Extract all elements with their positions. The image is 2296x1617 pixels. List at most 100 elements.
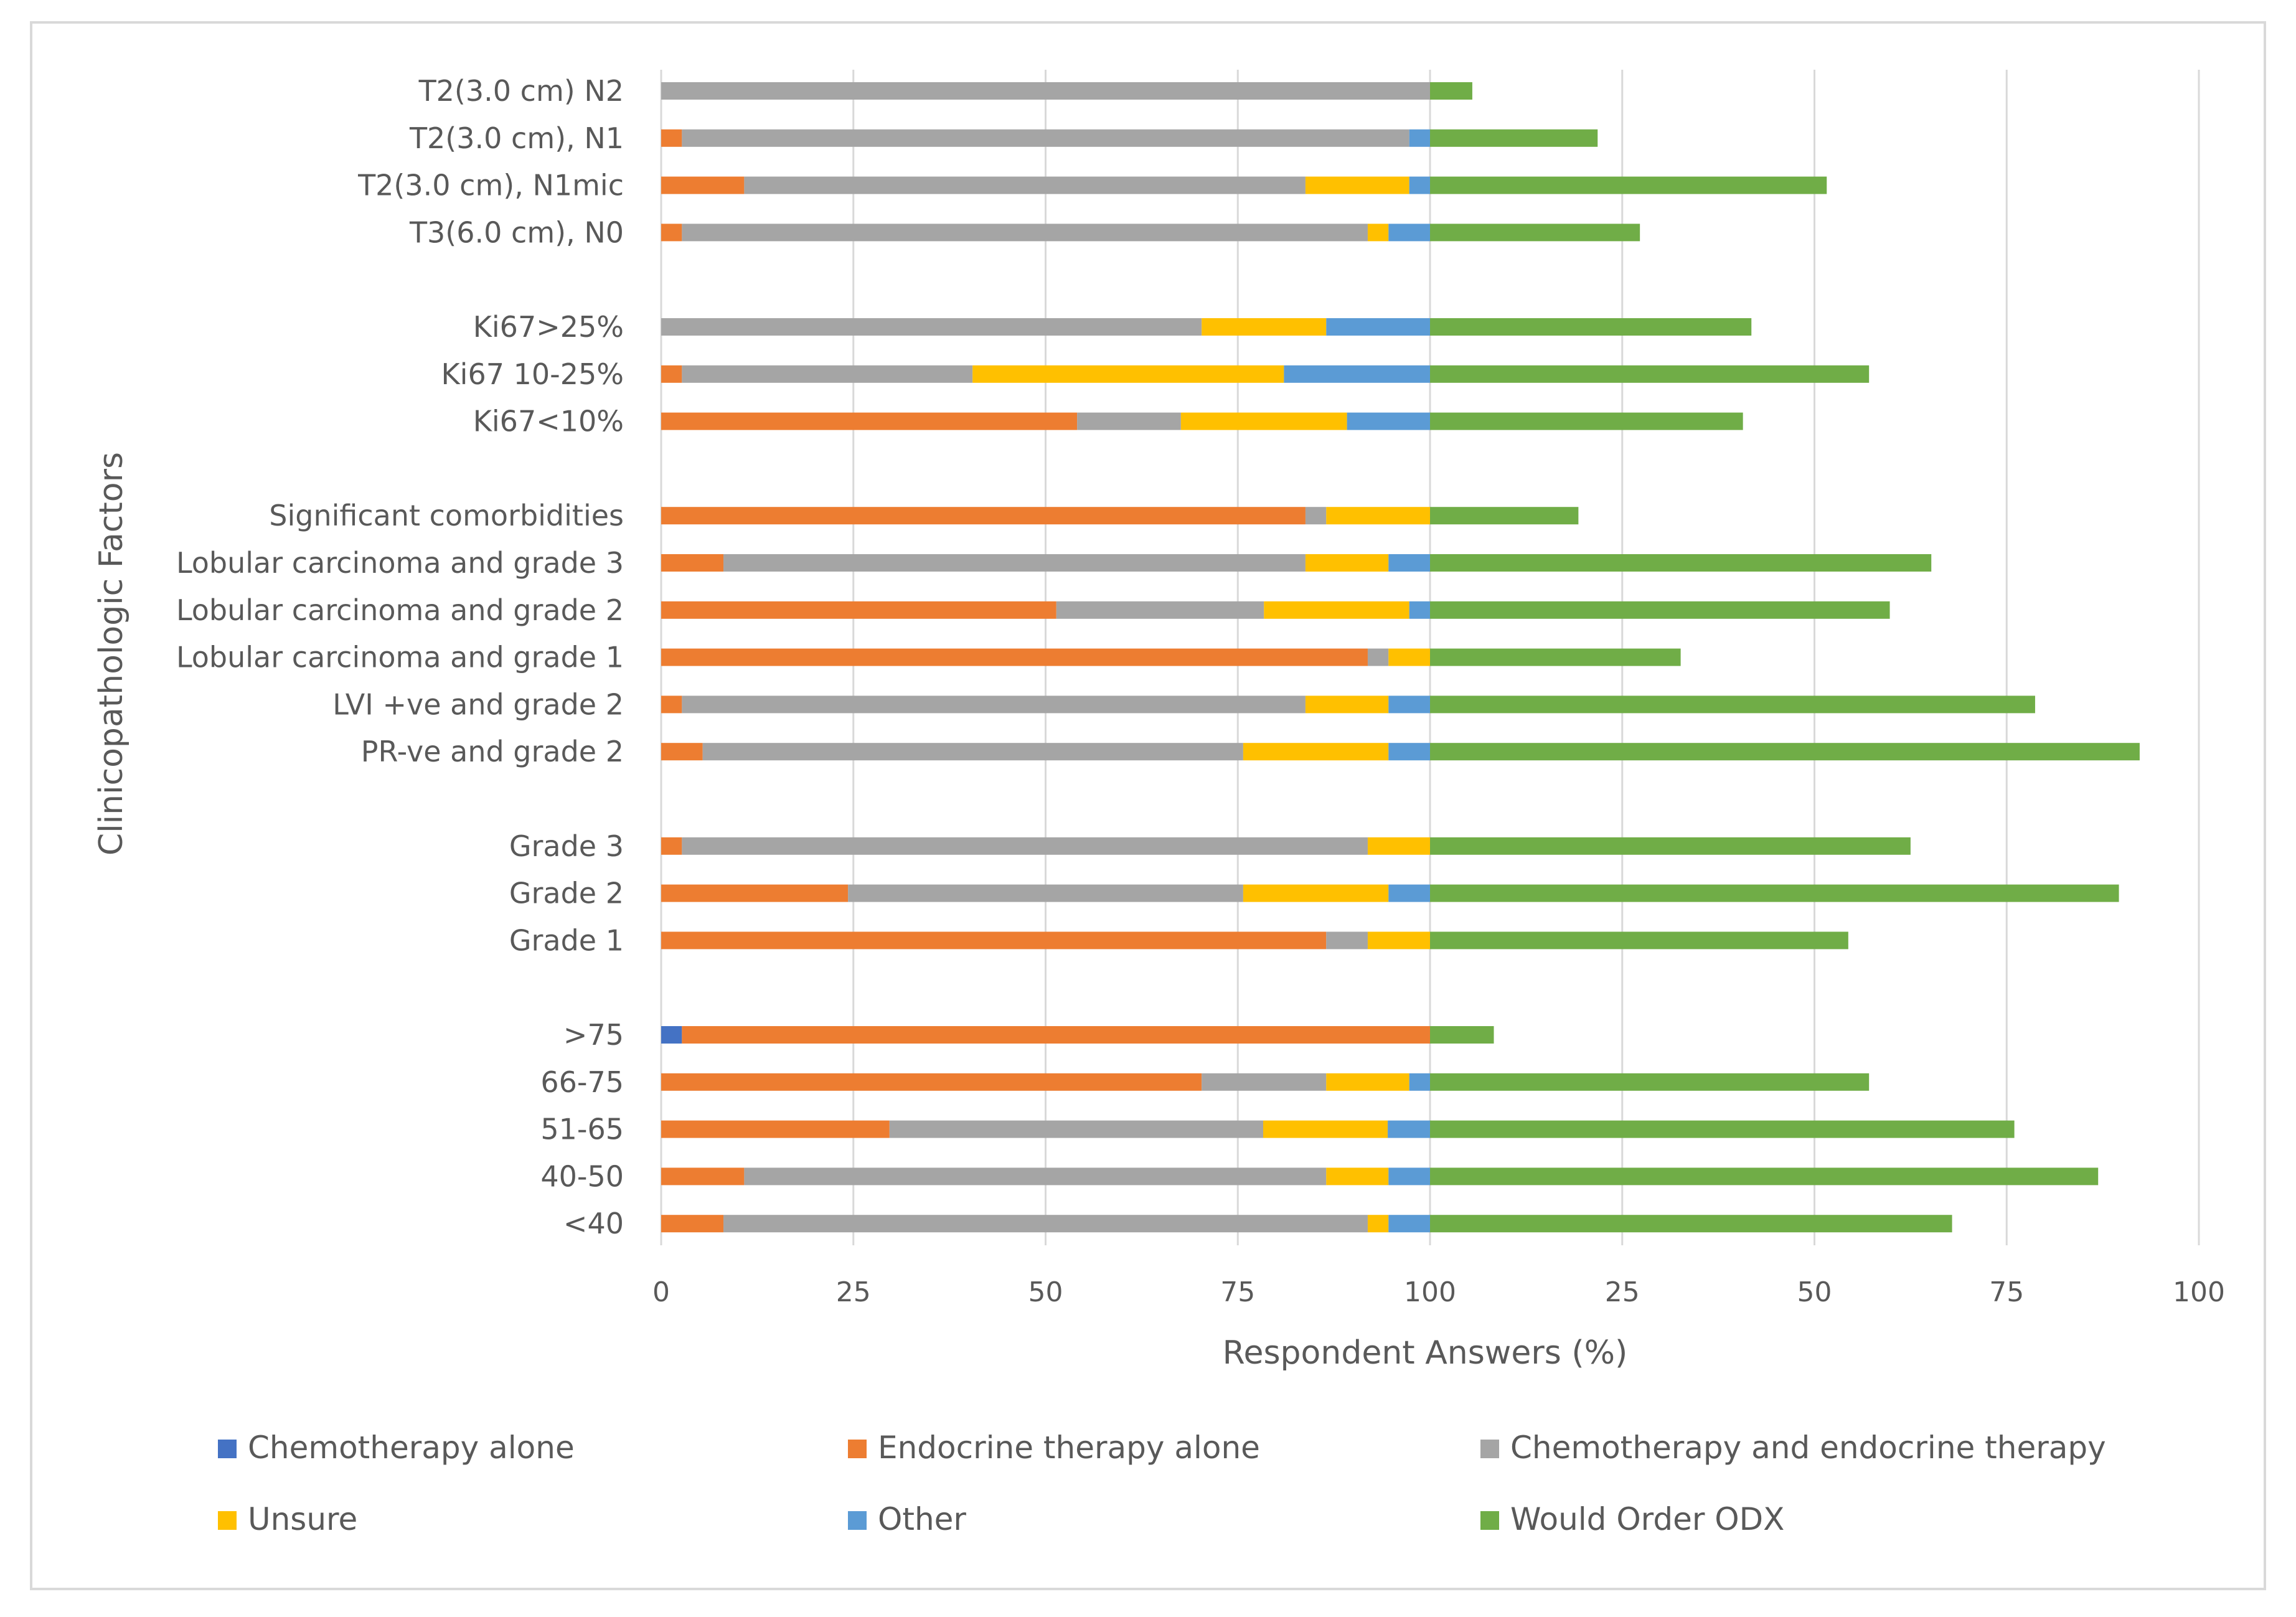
bar-segment-chemo-endocrine xyxy=(848,884,1243,902)
bar-segment-chemo-alone xyxy=(661,1026,682,1044)
bar-segment-endocrine-alone xyxy=(682,1026,1430,1044)
bar-segment-other xyxy=(1388,1215,1430,1233)
category-label: LVI +ve and grade 2 xyxy=(332,687,624,721)
bar-segment-unsure xyxy=(1243,884,1389,902)
category-label: Lobular carcinoma and grade 2 xyxy=(176,593,624,627)
legend-swatch xyxy=(218,1511,237,1530)
bar-segment-chemo-endocrine xyxy=(1202,1073,1327,1091)
category-label: Lobular carcinoma and grade 1 xyxy=(176,641,624,674)
category-label: T2(3.0 cm), N1mic xyxy=(357,169,624,202)
category-label: Grade 3 xyxy=(509,829,624,863)
category-label: Ki67<10% xyxy=(473,405,624,438)
bar-segment-endocrine-alone xyxy=(661,365,682,383)
bar-segment-would-order-odx xyxy=(1430,554,1932,572)
bar-segment-endocrine-alone xyxy=(661,507,1306,525)
bar-segment-unsure xyxy=(1367,837,1430,855)
bar-segment-other xyxy=(1409,1073,1430,1091)
bar-segment-chemo-endocrine xyxy=(744,1167,1327,1186)
bar-segment-chemo-endocrine xyxy=(682,837,1368,855)
legend-label: Chemotherapy alone xyxy=(248,1430,575,1466)
bar-segment-endocrine-alone xyxy=(661,129,682,147)
bar-segment-would-order-odx xyxy=(1430,1073,1870,1091)
bar-segment-unsure xyxy=(1367,931,1430,950)
bar-segment-would-order-odx xyxy=(1430,82,1472,100)
x-tick-label: 50 xyxy=(1028,1276,1063,1308)
category-label: Ki67 10-25% xyxy=(441,357,624,391)
category-label: T2(3.0 cm) N2 xyxy=(418,74,624,108)
bar-segment-chemo-endocrine xyxy=(723,554,1306,572)
bar-segment-other xyxy=(1388,224,1430,242)
bar-segment-chemo-endocrine xyxy=(661,82,1430,100)
bar-segment-unsure xyxy=(1326,507,1430,525)
x-tick-label: 25 xyxy=(836,1276,871,1308)
legend-label: Other xyxy=(878,1501,966,1537)
bar-segment-endocrine-alone xyxy=(661,884,849,902)
bar-segment-chemo-endocrine xyxy=(1326,931,1368,950)
bar-segment-unsure xyxy=(1388,648,1430,666)
bar-segment-chemo-endocrine xyxy=(889,1120,1264,1138)
bar-segment-unsure xyxy=(1264,601,1409,619)
legend-label: Chemotherapy and endocrine therapy xyxy=(1510,1430,2106,1466)
bar-segment-chemo-endocrine xyxy=(661,318,1202,336)
bar-segment-chemo-endocrine xyxy=(702,743,1243,761)
category-label: 40-50 xyxy=(540,1159,624,1193)
bar-segment-would-order-odx xyxy=(1430,224,1640,242)
bar-segment-would-order-odx xyxy=(1430,412,1743,430)
category-label: Significant comorbidities xyxy=(269,499,624,532)
legend-swatch xyxy=(218,1440,237,1458)
bar-segment-would-order-odx xyxy=(1430,129,1598,147)
bar-segment-chemo-endocrine xyxy=(682,365,973,383)
legend-swatch xyxy=(1480,1440,1499,1458)
category-labels: T2(3.0 cm) N2 T2(3.0 cm), N1 T2(3.0 cm), N… xyxy=(176,74,624,1240)
bar-segment-unsure xyxy=(1367,1215,1389,1233)
bar-segment-endocrine-alone xyxy=(661,1215,724,1233)
bar-segment-chemo-endocrine xyxy=(682,695,1306,714)
x-tick-label: 75 xyxy=(1220,1276,1255,1308)
bar-segment-would-order-odx xyxy=(1430,837,1911,855)
bar-segment-would-order-odx xyxy=(1430,176,1827,194)
legend: Chemotherapy alone Endocrine therapy alon… xyxy=(218,1430,2106,1537)
legend-label: Endocrine therapy alone xyxy=(878,1430,1260,1466)
x-tick-label: 25 xyxy=(1605,1276,1640,1308)
bar-segment-endocrine-alone xyxy=(661,554,724,572)
bar-segment-endocrine-alone xyxy=(661,648,1368,666)
bar-segment-would-order-odx xyxy=(1430,695,2035,714)
bar-segment-other xyxy=(1388,884,1430,902)
bar-segment-other xyxy=(1388,743,1430,761)
bar-segment-endocrine-alone xyxy=(661,743,703,761)
bar-segment-unsure xyxy=(1243,743,1389,761)
legend-swatch xyxy=(1480,1511,1499,1530)
bar-segment-unsure xyxy=(972,365,1284,383)
legend-item-chemo-endocrine: Chemotherapy and endocrine therapy xyxy=(1480,1430,2106,1466)
bar-segment-other xyxy=(1284,365,1430,383)
bar-segment-chemo-endocrine xyxy=(1367,648,1389,666)
bar-segment-would-order-odx xyxy=(1430,1215,1952,1233)
bar-segment-chemo-endocrine xyxy=(723,1215,1368,1233)
bar-segment-would-order-odx xyxy=(1430,648,1681,666)
x-tick-label: 100 xyxy=(2173,1276,2225,1308)
bar-segment-endocrine-alone xyxy=(661,412,1078,430)
legend-swatch xyxy=(848,1511,867,1530)
bar-segment-endocrine-alone xyxy=(661,837,682,855)
bar-segment-other xyxy=(1326,318,1430,336)
x-tick-label: 100 xyxy=(1404,1276,1456,1308)
legend-item-would-order-odx: Would Order ODX xyxy=(1480,1501,1784,1537)
bar-segment-unsure xyxy=(1326,1073,1409,1091)
bar-segment-other xyxy=(1409,601,1430,619)
bar-segment-unsure xyxy=(1367,224,1389,242)
bar-segment-chemo-endocrine xyxy=(1305,507,1327,525)
bar-segment-endocrine-alone xyxy=(661,695,682,714)
category-label: 51-65 xyxy=(540,1113,624,1146)
category-label: >75 xyxy=(563,1018,624,1052)
legend-label: Would Order ODX xyxy=(1510,1501,1784,1537)
category-label: 66-75 xyxy=(540,1065,624,1099)
bar-segment-chemo-endocrine xyxy=(744,176,1306,194)
bar-segment-would-order-odx xyxy=(1430,884,2119,902)
bar-segment-chemo-endocrine xyxy=(1077,412,1181,430)
bar-segment-other xyxy=(1388,1167,1430,1186)
x-tick-labels: 0 25 50 75 100 25 50 75 100 xyxy=(652,1276,2225,1308)
legend-item-other: Other xyxy=(848,1501,966,1537)
category-label: Grade 2 xyxy=(509,877,624,910)
bar-segment-unsure xyxy=(1305,176,1409,194)
